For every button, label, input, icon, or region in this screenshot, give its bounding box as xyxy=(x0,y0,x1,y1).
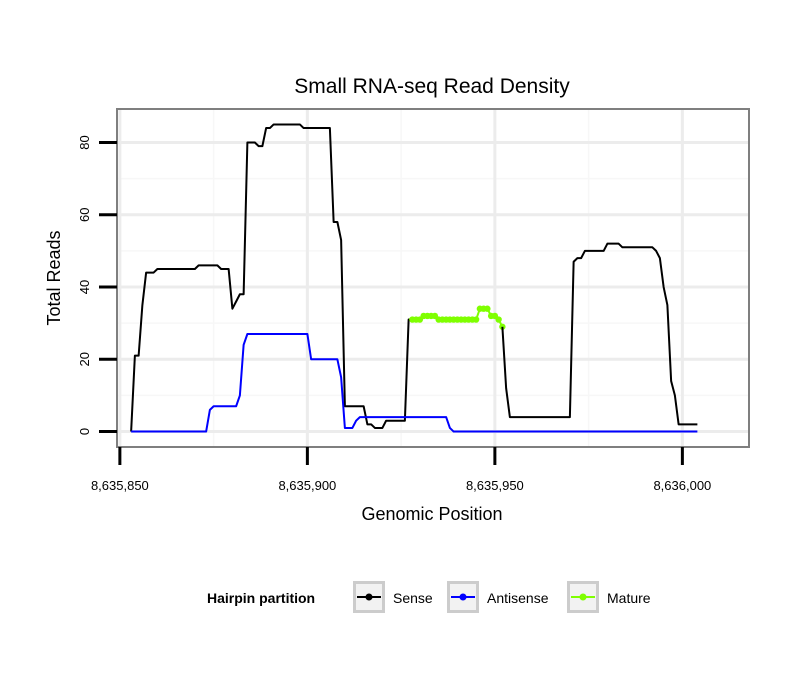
legend-entry-antisense: Antisense xyxy=(447,581,549,613)
y-tick-label: 0 xyxy=(77,428,92,435)
x-tick-label: 8,635,950 xyxy=(466,478,524,493)
y-tick-label: 40 xyxy=(77,280,92,294)
series-line-sense xyxy=(501,242,698,426)
chart-title: Small RNA-seq Read Density xyxy=(294,75,570,98)
legend-key-point xyxy=(459,593,467,601)
x-tick-label: 8,635,850 xyxy=(91,478,149,493)
data-point-mature xyxy=(484,305,491,312)
legend-title: Hairpin partition xyxy=(207,590,315,606)
data-point-mature xyxy=(472,316,480,323)
y-tick-label: 80 xyxy=(77,135,92,149)
legend-items: Sense Antisense Mature xyxy=(353,581,651,613)
y-tick-label: 20 xyxy=(77,352,92,366)
y-axis-title: Total Reads xyxy=(44,230,64,325)
legend-entry-sense: Sense xyxy=(353,581,433,613)
legend-label: Antisense xyxy=(487,590,549,606)
series-line-antisense xyxy=(131,333,698,433)
legend-label: Sense xyxy=(393,590,433,606)
grid-lines xyxy=(118,110,748,446)
legend-entry-mature: Mature xyxy=(567,581,651,613)
y-tick-label: 60 xyxy=(77,208,92,222)
legend-key-point xyxy=(365,593,373,601)
legend: Hairpin partition Sense Antisense Mature xyxy=(207,581,651,613)
series-line-sense xyxy=(130,123,413,432)
x-tick-label: 8,636,000 xyxy=(653,478,711,493)
y-axis: 0 20 40 60 80 xyxy=(77,135,117,435)
x-axis-title: Genomic Position xyxy=(361,504,502,524)
x-tick-label: 8,635,900 xyxy=(278,478,336,493)
series-layer xyxy=(130,123,698,433)
plot-panel-border xyxy=(116,108,750,448)
legend-label: Mature xyxy=(607,590,651,606)
x-axis: 8,635,850 8,635,900 8,635,950 8,636,000 xyxy=(91,447,711,493)
data-point-mature xyxy=(495,316,502,323)
legend-key-point xyxy=(579,593,587,601)
data-point-mature xyxy=(499,323,506,330)
